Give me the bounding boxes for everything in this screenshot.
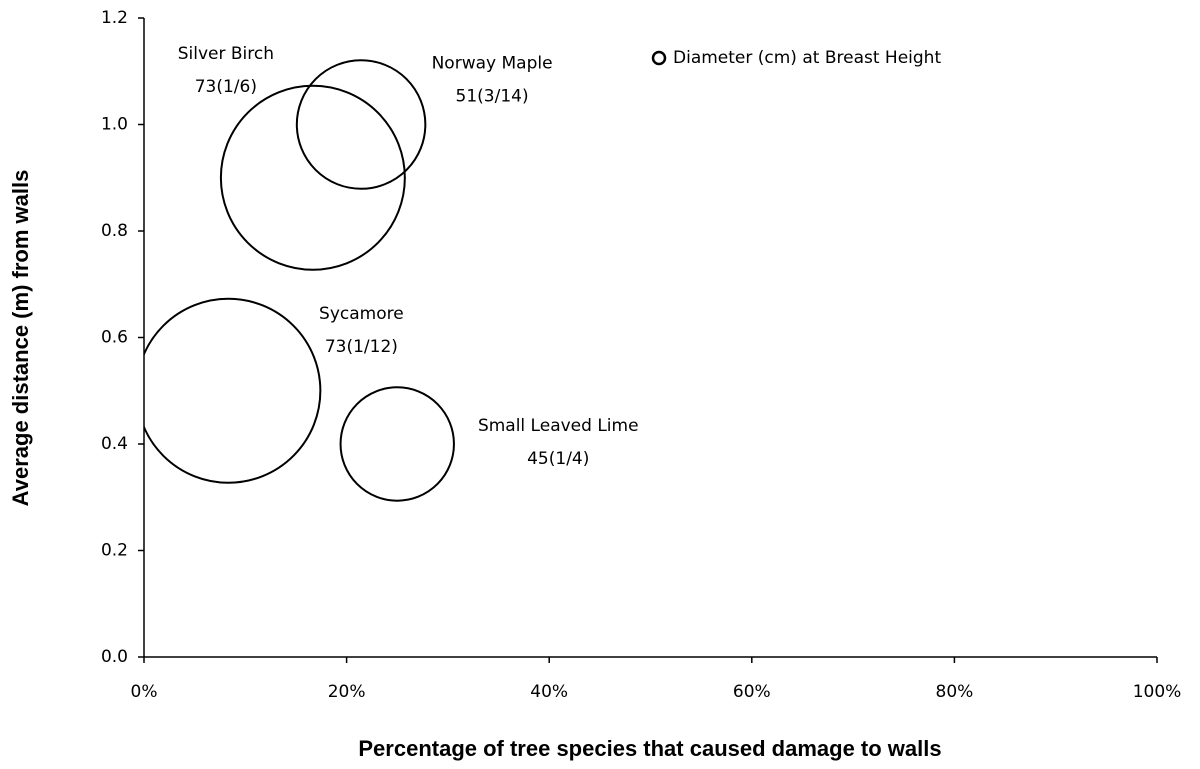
bubble-name: Small Leaved Lime [478,416,639,436]
x-axis-title: Percentage of tree species that caused d… [358,736,941,761]
bubble [339,386,455,502]
x-tick-label: 20% [328,682,366,702]
y-tick-label: 0.0 [101,647,128,667]
x-tick-label: 40% [530,682,568,702]
x-tick-label: 80% [936,682,974,702]
bubble-label: 51(3/14) [456,87,529,107]
bubble [219,84,406,271]
bubble-name: Norway Maple [432,54,553,74]
x-tick-label: 0% [131,682,158,702]
y-tick-label: 0.6 [101,328,128,348]
x-tick-label: 100% [1133,682,1182,702]
bubble-label: 45(1/4) [527,449,589,469]
bubble-label: 73(1/12) [325,337,398,357]
y-axis-title: Average distance (m) from walls [8,170,33,507]
bubble [295,59,427,190]
y-tick-label: 0.8 [101,221,128,241]
bubble-label: 73(1/6) [195,77,257,97]
bubble-name: Silver Birch [178,44,274,64]
y-tick-label: 1.2 [101,8,128,28]
x-tick-label: 60% [733,682,771,702]
y-tick-label: 1.0 [101,115,128,135]
legend-marker [651,50,667,66]
plot-area [144,59,455,502]
bubble [144,297,322,484]
y-tick-label: 0.4 [101,434,128,454]
y-tick-label: 0.2 [101,541,128,561]
bubble-name: Sycamore [319,304,404,324]
legend-label: Diameter (cm) at Breast Height [673,48,941,68]
